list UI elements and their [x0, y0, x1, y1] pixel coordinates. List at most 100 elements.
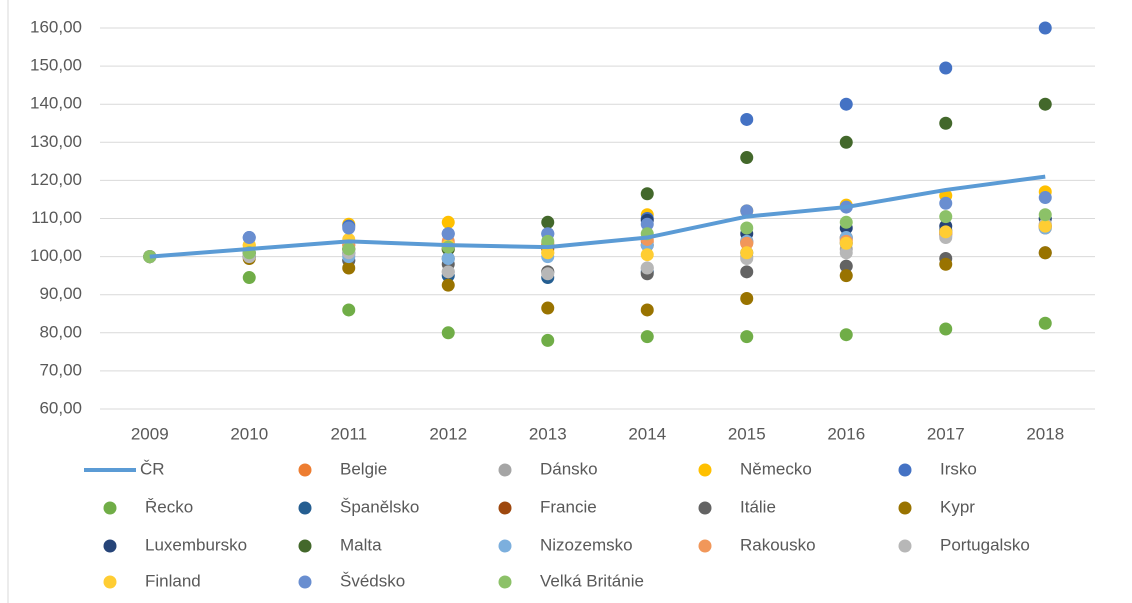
data-point	[640, 217, 654, 231]
data-point	[541, 267, 555, 281]
legend-swatch	[498, 463, 512, 477]
legend-label: Velká Británie	[540, 571, 644, 590]
data-point	[839, 236, 853, 250]
data-point	[242, 231, 256, 245]
data-point	[242, 271, 256, 285]
data-point	[740, 204, 754, 218]
legend-label: Španělsko	[340, 497, 419, 516]
data-point	[939, 257, 953, 271]
data-point	[939, 210, 953, 224]
legend-label: Finland	[145, 571, 201, 590]
data-point	[640, 261, 654, 275]
data-point	[939, 322, 953, 336]
legend-swatch	[298, 463, 312, 477]
data-point	[541, 215, 555, 229]
y-tick-label: 90,00	[39, 284, 82, 303]
y-tick-label: 160,00	[30, 17, 82, 36]
legend-label: Irsko	[940, 459, 977, 478]
legend-label: Portugalsko	[940, 535, 1030, 554]
y-tick-label: 80,00	[39, 322, 82, 341]
data-point	[1038, 191, 1052, 205]
x-tick-label: 2013	[529, 424, 567, 443]
data-point	[839, 328, 853, 342]
data-point	[740, 236, 754, 250]
data-point	[441, 227, 455, 241]
data-point	[939, 225, 953, 239]
x-tick-label: 2015	[728, 424, 766, 443]
data-point	[541, 301, 555, 315]
legend-label: Nizozemsko	[540, 535, 633, 554]
x-tick-label: 2014	[628, 424, 666, 443]
x-tick-label: 2011	[330, 424, 367, 443]
legend-swatch	[698, 539, 712, 553]
x-tick-label: 2010	[230, 424, 268, 443]
data-point	[839, 215, 853, 229]
data-point	[541, 234, 555, 248]
data-point	[342, 242, 356, 256]
y-tick-label: 130,00	[30, 132, 82, 151]
y-tick-label: 60,00	[39, 398, 82, 417]
legend-swatch	[498, 575, 512, 589]
legend-label: Francie	[540, 497, 597, 516]
data-point	[740, 246, 754, 260]
legend-swatch	[898, 463, 912, 477]
legend-swatch	[898, 539, 912, 553]
data-point	[839, 269, 853, 283]
data-point	[1038, 21, 1052, 35]
data-point	[1038, 316, 1052, 330]
legend-label: Švédsko	[340, 571, 405, 590]
data-point	[441, 326, 455, 340]
legend-label: Rakousko	[740, 535, 816, 554]
legend-swatch	[898, 501, 912, 515]
legend-swatch	[498, 539, 512, 553]
y-tick-label: 140,00	[30, 94, 82, 113]
data-point	[1038, 246, 1052, 260]
data-point	[441, 215, 455, 229]
data-point	[541, 333, 555, 347]
data-point	[939, 61, 953, 75]
y-tick-label: 120,00	[30, 170, 82, 189]
legend-label: Německo	[740, 459, 812, 478]
data-point	[740, 112, 754, 126]
data-point	[740, 292, 754, 306]
legend-swatch	[298, 539, 312, 553]
data-point	[441, 252, 455, 266]
data-point	[839, 259, 853, 273]
legend-label: Malta	[340, 535, 382, 554]
data-point	[939, 116, 953, 130]
data-point	[640, 330, 654, 344]
legend-label: Řecko	[145, 497, 193, 516]
x-tick-label: 2018	[1026, 424, 1064, 443]
legend-swatch	[498, 501, 512, 515]
data-point	[839, 97, 853, 111]
legend-swatch	[298, 501, 312, 515]
x-tick-label: 2012	[429, 424, 467, 443]
data-point	[740, 221, 754, 235]
y-tick-label: 110,00	[31, 208, 82, 227]
data-point	[342, 221, 356, 235]
legend-swatch	[103, 501, 117, 515]
legend-label: Belgie	[340, 459, 387, 478]
legend-swatch	[698, 463, 712, 477]
legend-swatch	[698, 501, 712, 515]
data-point	[640, 303, 654, 317]
data-point	[1038, 219, 1052, 233]
x-tick-label: 2017	[927, 424, 965, 443]
legend-label: ČR	[140, 459, 165, 478]
data-point	[441, 265, 455, 279]
data-line	[149, 174, 1046, 259]
data-point	[441, 278, 455, 292]
legend-label: Luxembursko	[145, 535, 247, 554]
data-point	[342, 303, 356, 317]
legend-label: Itálie	[740, 497, 776, 516]
data-point	[1038, 97, 1052, 111]
legend-swatch	[103, 539, 117, 553]
data-point	[839, 135, 853, 149]
data-point	[1038, 208, 1052, 222]
legend-label: Dánsko	[540, 459, 598, 478]
data-point	[740, 151, 754, 165]
data-point	[640, 248, 654, 262]
data-point	[541, 246, 555, 260]
legend-swatch	[298, 575, 312, 589]
